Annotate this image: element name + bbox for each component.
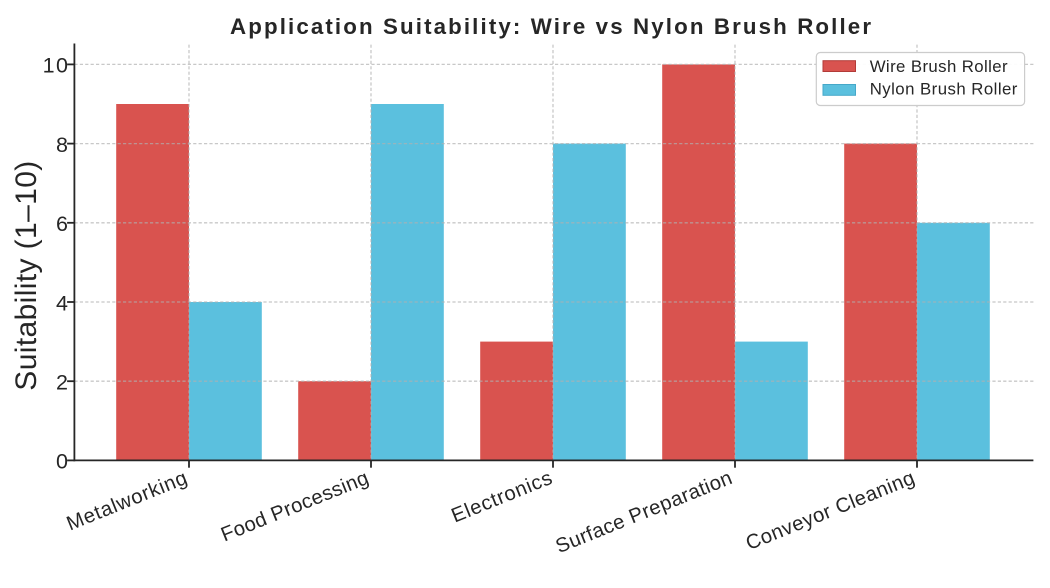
svg-text:4: 4 (56, 291, 68, 315)
svg-text:2: 2 (56, 371, 68, 395)
svg-text:8: 8 (56, 133, 68, 157)
svg-text:Nylon Brush Roller: Nylon Brush Roller (870, 79, 1018, 98)
svg-text:Application Suitability: Wire: Application Suitability: Wire vs Nylon B… (230, 14, 871, 39)
svg-text:Suitability (1–10): Suitability (1–10) (10, 161, 43, 391)
svg-text:10: 10 (43, 54, 68, 78)
svg-text:0: 0 (56, 450, 68, 474)
svg-text:6: 6 (56, 212, 68, 236)
svg-text:Wire Brush Roller: Wire Brush Roller (870, 57, 1008, 76)
